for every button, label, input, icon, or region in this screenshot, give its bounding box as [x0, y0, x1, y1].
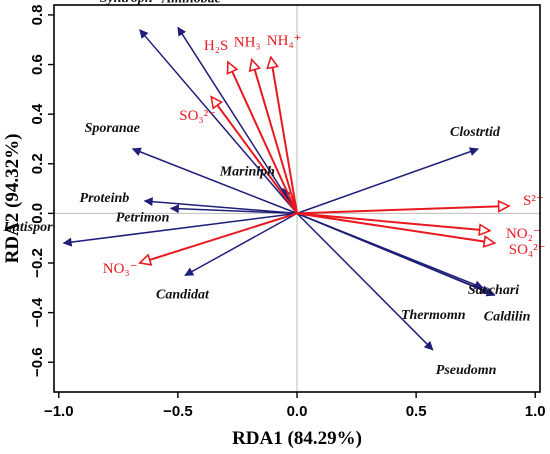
- y-tick-label: 0.8: [29, 4, 46, 25]
- y-tick-label: −0.6: [29, 347, 46, 377]
- species-label-petrimon: Petrimon: [116, 210, 170, 225]
- species-label-sporanae: Sporanae: [85, 121, 140, 136]
- y-tick-label: 0.6: [29, 54, 46, 75]
- env-vector-no3: [138, 212, 298, 266]
- environment-vectors: [138, 55, 511, 266]
- x-tick-label: 1.0: [525, 403, 546, 420]
- species-label-mariniph: Mariniph: [219, 165, 275, 180]
- env-label-so42: SO₄²⁻: [509, 242, 546, 258]
- y-tick-label: 0.2: [29, 153, 46, 174]
- env-label-nh3: NH₃: [234, 35, 261, 51]
- env-label-s2: S²⁻: [523, 193, 544, 209]
- species-vector-aminobac: [177, 26, 298, 214]
- y-axis-label: RDA2 (94.32%): [2, 134, 23, 264]
- y-tick-label: 0.4: [29, 103, 46, 125]
- env-vector-no2: [296, 212, 492, 237]
- species-vector-syntroph: [139, 29, 298, 214]
- env-vector-so42: [296, 212, 497, 248]
- y-tick-label: 0.0: [29, 203, 46, 224]
- env-vector-h2s: [226, 60, 298, 214]
- species-vector-sporanae: [131, 147, 298, 215]
- x-tick-label: 0.0: [287, 403, 308, 420]
- x-tick-label: −0.5: [163, 403, 193, 420]
- env-vector-s2: [296, 199, 511, 215]
- x-axis-label: RDA1 (84.29%): [232, 428, 362, 449]
- species-label-thermomn: Thermomn: [401, 308, 466, 323]
- species-label-clostrtid: Clostrtid: [450, 125, 501, 140]
- species-vector-pseudomn: [296, 212, 434, 351]
- species-label-candidat: Candidat: [156, 287, 210, 302]
- species-vector-clostrtid: [296, 147, 479, 215]
- species-label-syntroph: Syntroph: [100, 0, 153, 6]
- env-label-no3: NO₃⁻: [103, 261, 138, 277]
- y-tick-label: −0.4: [29, 297, 46, 327]
- env-label-h2s: H₂S: [204, 38, 228, 54]
- env-vector-so32: [210, 95, 298, 214]
- species-label-proteinb: Proteinb: [80, 191, 130, 206]
- x-tick-label: 0.5: [406, 403, 427, 420]
- vector-labels: Syntroph Aminobac Sporanae Mariniph Proteinb…: [3, 0, 546, 378]
- species-vector-candidat: [184, 212, 298, 277]
- y-tick-label: −0.2: [29, 248, 46, 278]
- species-label-pseudomn: Pseudomn: [436, 363, 497, 378]
- species-vector-caldilin: [296, 212, 496, 297]
- env-label-no2: NO₂⁻: [506, 226, 541, 242]
- species-vector-petrimon: [169, 204, 298, 215]
- species-label-aminobac: Aminobac: [161, 0, 222, 6]
- species-label-caldilin: Caldilin: [484, 309, 531, 324]
- env-label-so32: SO₃²⁻: [179, 108, 216, 124]
- species-label-lutispor: Lutispor: [3, 220, 54, 235]
- env-label-nh4: NH₄⁺: [267, 33, 302, 49]
- species-vector-lutispor: [62, 212, 298, 247]
- x-axis-ticks: −1.0 −0.5 0.0 0.5 1.0: [44, 392, 546, 420]
- species-vector-proteinb: [143, 197, 298, 215]
- y-axis-ticks: −0.6 −0.4 −0.2 0.0 0.2 0.4 0.6 0.8: [29, 4, 54, 377]
- x-tick-label: −1.0: [44, 403, 74, 420]
- env-vector-nh3: [248, 57, 298, 214]
- species-label-sacchari: Sacchari: [468, 283, 519, 298]
- env-vector-nh4: [266, 55, 298, 214]
